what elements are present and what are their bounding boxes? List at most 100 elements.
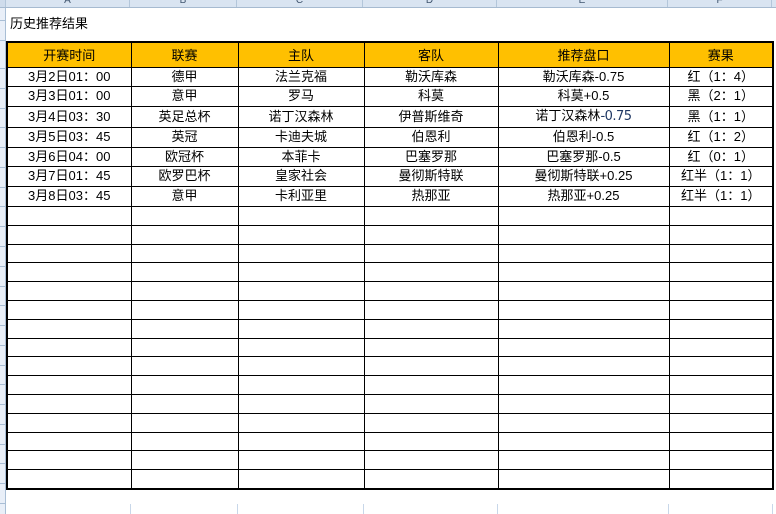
empty-cell[interactable] <box>497 243 670 264</box>
cell-away-team[interactable]: 曼彻斯特联 <box>363 166 499 188</box>
empty-cell[interactable] <box>668 469 774 490</box>
column-header-a[interactable]: A <box>6 0 130 7</box>
empty-cell[interactable] <box>130 318 239 339</box>
cell-home-team[interactable]: 皇家社会 <box>237 166 365 188</box>
empty-cell[interactable] <box>668 375 774 396</box>
empty-cell[interactable] <box>668 300 774 320</box>
cell-handicap[interactable]: 诺丁汉森林-0.75 <box>497 106 670 128</box>
cell-away-team[interactable]: 热那亚 <box>363 186 499 208</box>
empty-cell[interactable] <box>237 450 365 471</box>
empty-cell[interactable] <box>130 412 239 433</box>
empty-cell[interactable] <box>6 450 132 471</box>
cell-result[interactable]: 红半（1：1） <box>668 186 774 208</box>
cell-home-team[interactable]: 法兰克福 <box>237 66 365 88</box>
empty-cell[interactable] <box>668 412 774 433</box>
cell-league[interactable]: 欧罗巴杯 <box>130 166 239 188</box>
empty-cell[interactable] <box>363 281 499 302</box>
empty-cell[interactable] <box>6 431 132 452</box>
cell-result[interactable]: 红半（1：1） <box>668 166 774 188</box>
empty-cell[interactable] <box>497 412 670 433</box>
empty-cell[interactable] <box>237 469 365 490</box>
empty-cell[interactable] <box>237 206 365 226</box>
empty-cell[interactable] <box>130 356 239 377</box>
cell-result[interactable]: 红（1：4） <box>668 66 774 88</box>
empty-cell[interactable] <box>497 337 670 358</box>
empty-cell[interactable] <box>6 262 132 283</box>
empty-cell[interactable] <box>237 224 365 245</box>
header-away-team[interactable]: 客队 <box>363 41 499 68</box>
empty-cell[interactable] <box>237 243 365 264</box>
empty-cell[interactable] <box>497 281 670 302</box>
cell-kickoff-time[interactable]: 3月3日01：00 <box>6 86 132 108</box>
empty-cell[interactable] <box>237 356 365 377</box>
cell-league[interactable]: 意甲 <box>130 186 239 208</box>
empty-cell[interactable] <box>668 394 774 414</box>
cell-home-team[interactable]: 卡利亚里 <box>237 186 365 208</box>
empty-cell[interactable] <box>6 394 132 414</box>
cell-kickoff-time[interactable]: 3月8日03：45 <box>6 186 132 208</box>
empty-cell[interactable] <box>363 262 499 283</box>
empty-cell[interactable] <box>6 243 132 264</box>
header-home-team[interactable]: 主队 <box>237 41 365 68</box>
empty-cell[interactable] <box>130 337 239 358</box>
cell-handicap[interactable]: 巴塞罗那-0.5 <box>497 146 670 168</box>
cell-away-team[interactable]: 勒沃库森 <box>363 66 499 88</box>
cell-home-team[interactable]: 卡迪夫城 <box>237 126 365 148</box>
cell-league[interactable]: 英冠 <box>130 126 239 148</box>
cell-league[interactable]: 德甲 <box>130 66 239 88</box>
empty-cell[interactable] <box>237 412 365 433</box>
header-kickoff-time[interactable]: 开赛时间 <box>6 41 132 68</box>
empty-cell[interactable] <box>6 356 132 377</box>
empty-cell[interactable] <box>363 300 499 320</box>
empty-cell[interactable] <box>6 337 132 358</box>
empty-cell[interactable] <box>130 450 239 471</box>
cell-home-team[interactable]: 诺丁汉森林 <box>237 106 365 128</box>
column-header-c[interactable]: C <box>237 0 363 7</box>
empty-cell[interactable] <box>363 394 499 414</box>
cell-handicap[interactable]: 科莫+0.5 <box>497 86 670 108</box>
empty-cell[interactable] <box>6 300 132 320</box>
empty-cell[interactable] <box>130 262 239 283</box>
empty-cell[interactable] <box>497 356 670 377</box>
empty-cell[interactable] <box>6 318 132 339</box>
empty-cell[interactable] <box>363 356 499 377</box>
empty-cell[interactable] <box>363 375 499 396</box>
empty-cell[interactable] <box>497 224 670 245</box>
empty-cell[interactable] <box>363 243 499 264</box>
empty-cell[interactable] <box>668 243 774 264</box>
cell-kickoff-time[interactable]: 3月7日01：45 <box>6 166 132 188</box>
empty-cell[interactable] <box>237 337 365 358</box>
empty-cell[interactable] <box>497 300 670 320</box>
cell-kickoff-time[interactable]: 3月6日04：00 <box>6 146 132 168</box>
cell-kickoff-time[interactable]: 3月4日03：30 <box>6 106 132 128</box>
empty-cell[interactable] <box>497 318 670 339</box>
cell-handicap[interactable]: 曼彻斯特联+0.25 <box>497 166 670 188</box>
empty-cell[interactable] <box>668 262 774 283</box>
column-header-f[interactable]: F <box>668 0 772 7</box>
cell-kickoff-time[interactable]: 3月5日03：45 <box>6 126 132 148</box>
empty-cell[interactable] <box>497 375 670 396</box>
empty-cell[interactable] <box>363 337 499 358</box>
cell-handicap[interactable]: 伯恩利-0.5 <box>497 126 670 148</box>
empty-cell[interactable] <box>237 431 365 452</box>
row-header-strip[interactable] <box>0 8 6 514</box>
empty-cell[interactable] <box>668 206 774 226</box>
column-header-e[interactable]: E <box>497 0 668 7</box>
empty-cell[interactable] <box>237 262 365 283</box>
empty-cell[interactable] <box>6 281 132 302</box>
cell-league[interactable]: 欧冠杯 <box>130 146 239 168</box>
cell-league[interactable]: 英足总杯 <box>130 106 239 128</box>
empty-cell[interactable] <box>497 431 670 452</box>
empty-cell[interactable] <box>668 318 774 339</box>
cell-home-team[interactable]: 本菲卡 <box>237 146 365 168</box>
empty-cell[interactable] <box>237 281 365 302</box>
empty-cell[interactable] <box>668 356 774 377</box>
header-result[interactable]: 赛果 <box>668 41 774 68</box>
cell-away-team[interactable]: 巴塞罗那 <box>363 146 499 168</box>
empty-cell[interactable] <box>668 450 774 471</box>
empty-cell[interactable] <box>363 469 499 490</box>
cell-away-team[interactable]: 科莫 <box>363 86 499 108</box>
empty-cell[interactable] <box>130 224 239 245</box>
empty-cell[interactable] <box>363 412 499 433</box>
select-all-corner[interactable] <box>0 0 6 7</box>
